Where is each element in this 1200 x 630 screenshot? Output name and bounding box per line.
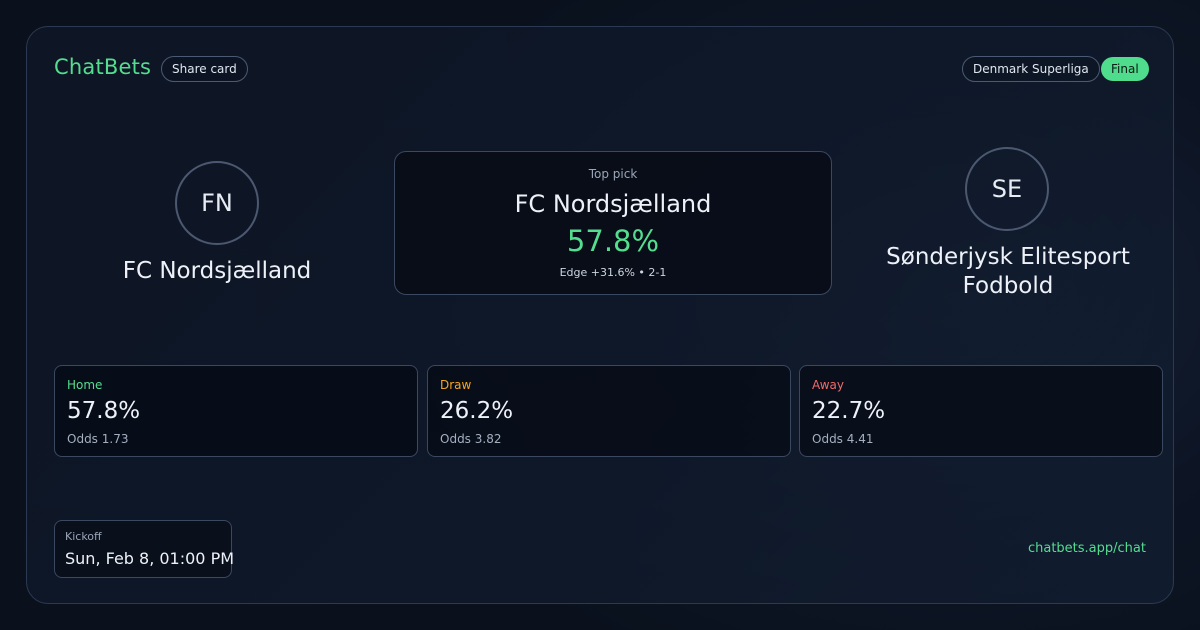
- site-link[interactable]: chatbets.app/chat: [1027, 541, 1146, 556]
- top-pick-edge: Edge +31.6% • 2-1: [559, 266, 667, 279]
- away-team-avatar: SE: [965, 147, 1049, 231]
- kickoff-panel: Kickoff Sun, Feb 8, 01:00 PM: [54, 520, 235, 578]
- home-stat-label: Home: [67, 378, 103, 392]
- home-stat-card: Home 57.8% Odds 1.73: [54, 365, 418, 457]
- away-stat-card: Away 22.7% Odds 4.41: [799, 365, 1163, 457]
- draw-stat-probability: 26.2%: [440, 398, 514, 424]
- draw-stat-card: Draw 26.2% Odds 3.82: [427, 365, 791, 457]
- away-team-name: Sønderjysk Elitesport Fodbold: [886, 244, 1130, 299]
- league-badge: Denmark Superliga: [962, 56, 1100, 82]
- top-pick-probability: 57.8%: [566, 224, 660, 258]
- away-stat-label: Away: [812, 378, 844, 392]
- share-card-button[interactable]: Share card: [161, 56, 248, 82]
- kickoff-time: Sun, Feb 8, 01:00 PM: [65, 549, 235, 568]
- draw-stat-label: Draw: [440, 378, 472, 392]
- brand-logo[interactable]: ChatBets: [54, 55, 152, 79]
- kickoff-label: Kickoff: [65, 530, 102, 543]
- home-stat-probability: 57.8%: [67, 398, 141, 424]
- draw-stat-odds: Odds 3.82: [440, 432, 502, 446]
- top-pick-panel: Top pick FC Nordsjælland 57.8% Edge +31.…: [394, 151, 832, 295]
- share-card: ChatBets Share card Denmark Superliga Fi…: [26, 26, 1174, 604]
- away-stat-probability: 22.7%: [812, 398, 886, 424]
- home-team-avatar: FN: [175, 161, 259, 245]
- home-team-name: FC Nordsjælland: [122, 258, 312, 284]
- away-stat-odds: Odds 4.41: [812, 432, 874, 446]
- top-pick-team: FC Nordsjælland: [514, 190, 712, 218]
- top-pick-label: Top pick: [588, 167, 638, 181]
- status-badge: Final: [1101, 57, 1149, 81]
- home-stat-odds: Odds 1.73: [67, 432, 129, 446]
